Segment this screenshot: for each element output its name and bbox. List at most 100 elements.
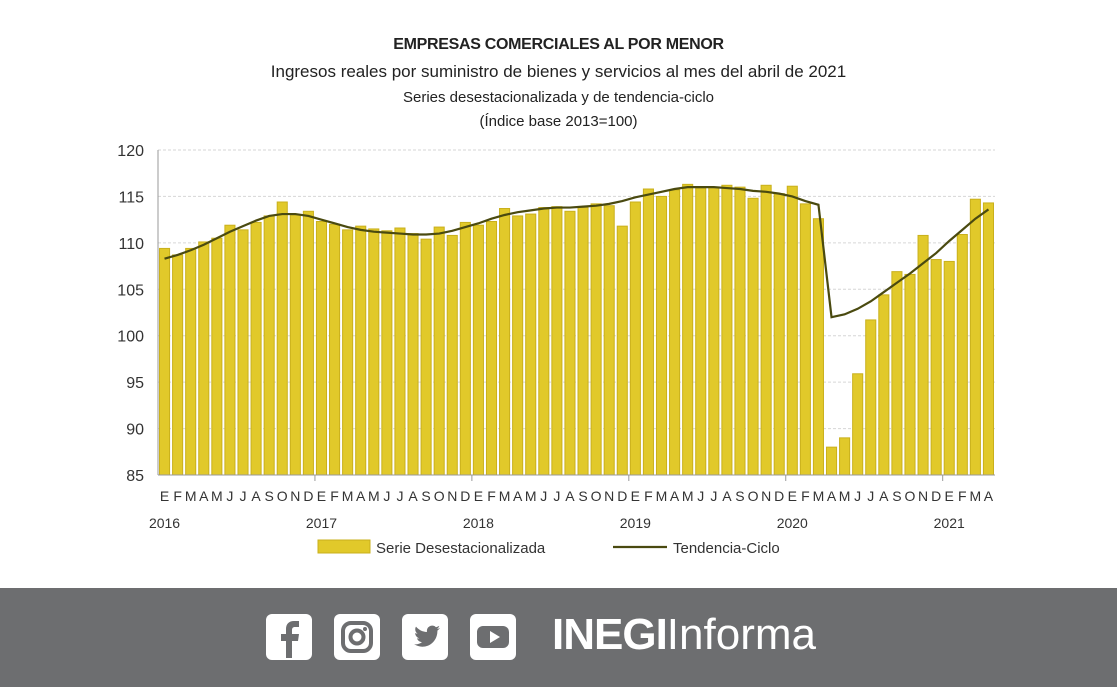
bar <box>708 186 720 476</box>
month-label: J <box>396 488 403 504</box>
y-tick-label: 95 <box>126 375 144 392</box>
month-label: M <box>813 488 825 504</box>
month-label: D <box>303 488 313 504</box>
month-label: M <box>839 488 851 504</box>
bar <box>198 241 210 476</box>
month-label: A <box>356 488 366 504</box>
bar <box>211 237 223 476</box>
bar <box>629 201 641 476</box>
bar <box>355 225 367 476</box>
bar <box>891 271 903 476</box>
bar <box>655 195 668 476</box>
month-label: M <box>656 488 668 504</box>
bar <box>904 273 916 476</box>
youtube-icon[interactable] <box>470 614 516 660</box>
y-tick-label: 120 <box>117 143 144 160</box>
bar <box>577 207 589 476</box>
legend-bar-swatch <box>317 539 371 554</box>
month-label: J <box>240 488 247 504</box>
month-label: F <box>801 488 810 504</box>
month-label: A <box>251 488 261 504</box>
month-label: J <box>867 488 874 504</box>
bar <box>172 254 184 476</box>
bar <box>420 238 432 476</box>
bar <box>865 319 877 476</box>
month-label: E <box>317 488 326 504</box>
month-label: A <box>722 488 732 504</box>
bar <box>276 201 288 476</box>
legend-bar-label: Serie Desestacionalizada <box>376 540 546 557</box>
bar <box>669 189 681 476</box>
month-label: A <box>984 488 994 504</box>
bar <box>407 233 419 476</box>
bar <box>969 198 981 476</box>
bar <box>525 213 537 476</box>
twitter-icon[interactable] <box>402 614 448 660</box>
bar <box>616 225 628 476</box>
year-label: 2021 <box>934 515 965 531</box>
month-label: N <box>447 488 457 504</box>
month-label: S <box>892 488 901 504</box>
month-label: O <box>277 488 288 504</box>
bar <box>734 186 746 476</box>
month-label: O <box>905 488 916 504</box>
facebook-icon[interactable] <box>266 614 312 660</box>
footer: INEGIInforma <box>0 588 1117 687</box>
bar <box>459 221 471 476</box>
month-label: M <box>499 488 511 504</box>
year-label: 2016 <box>149 515 180 531</box>
bar <box>538 207 550 476</box>
y-tick-label: 100 <box>117 329 144 346</box>
year-label: 2019 <box>620 515 651 531</box>
bar <box>982 202 994 476</box>
instagram-icon[interactable] <box>334 614 380 660</box>
month-label: S <box>421 488 430 504</box>
bar <box>381 230 393 476</box>
bar <box>342 229 354 476</box>
bar <box>368 228 380 476</box>
month-label: N <box>918 488 928 504</box>
month-label: A <box>827 488 837 504</box>
bar <box>224 224 236 476</box>
month-label: F <box>958 488 967 504</box>
month-label: J <box>553 488 560 504</box>
year-label: 2018 <box>463 515 494 531</box>
month-label: J <box>710 488 717 504</box>
bar <box>590 203 602 476</box>
month-label: O <box>748 488 759 504</box>
trend-line <box>164 186 990 319</box>
month-label: E <box>631 488 640 504</box>
bar <box>512 215 524 476</box>
month-label: E <box>474 488 483 504</box>
bar <box>446 234 458 476</box>
bar <box>642 188 654 476</box>
bar <box>773 193 785 476</box>
inegi-informa-logo: INEGIInforma <box>552 610 816 659</box>
month-label: M <box>970 488 982 504</box>
month-label: A <box>565 488 575 504</box>
bar <box>302 210 314 476</box>
bar <box>721 184 733 476</box>
bar <box>159 247 171 476</box>
month-label: J <box>854 488 861 504</box>
month-label: N <box>761 488 771 504</box>
bar <box>682 183 694 476</box>
bar <box>956 234 968 476</box>
y-tick-label: 105 <box>117 282 144 299</box>
month-label: F <box>487 488 496 504</box>
chart-title: EMPRESAS COMERCIALES AL POR MENOR <box>393 36 724 53</box>
chart-subtitle-2: Series desestacionalizada y de tendencia… <box>402 89 714 106</box>
bar <box>943 260 955 476</box>
month-label: O <box>434 488 445 504</box>
month-label: F <box>330 488 339 504</box>
bar <box>315 221 328 476</box>
chart-subtitle-3: (Índice base 2013=100) <box>479 113 638 130</box>
month-label: E <box>788 488 797 504</box>
month-label: A <box>513 488 523 504</box>
year-label: 2017 <box>306 515 337 531</box>
month-label: M <box>185 488 197 504</box>
month-label: M <box>368 488 380 504</box>
bar <box>329 223 341 476</box>
month-label: M <box>525 488 537 504</box>
